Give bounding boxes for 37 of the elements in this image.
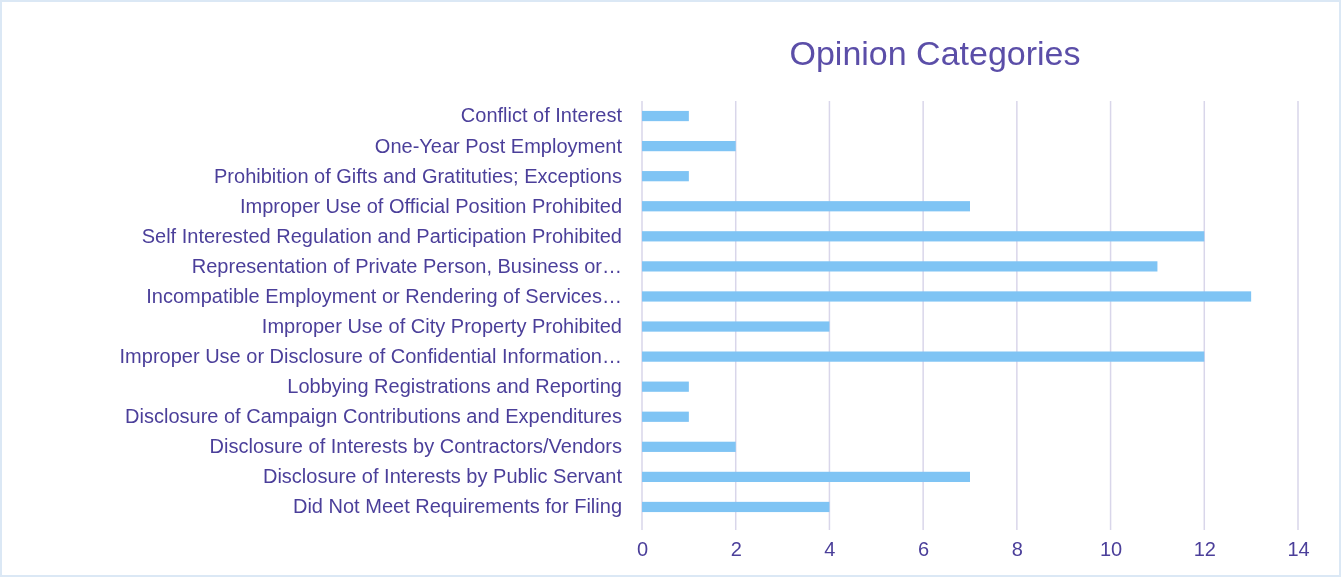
x-tick-label: 14 — [1287, 538, 1310, 561]
y-tick-label: Disclosure of Interests by Contractors/Vendors — [209, 435, 622, 458]
bar — [642, 201, 970, 212]
bar — [642, 291, 1252, 302]
bar — [642, 141, 736, 152]
y-tick-label: Incompatible Employment or Rendering of Services… — [146, 284, 622, 307]
bar — [642, 381, 689, 392]
y-tick-label: Self Interested Regulation and Participation Prohibited — [141, 224, 622, 247]
y-tick-label: Disclosure of Campaign Contributions and Expenditures — [125, 405, 622, 428]
y-tick-label: One-Year Post Employment — [374, 134, 623, 157]
chart-title: Opinion Categories — [789, 34, 1081, 72]
y-tick-label: Lobbying Registrations and Reporting — [287, 375, 622, 398]
y-tick-label: Conflict of Interest — [460, 104, 623, 127]
bar — [642, 471, 970, 483]
bar — [642, 411, 689, 422]
x-tick-label: 4 — [824, 538, 836, 561]
x-tick-label: 2 — [730, 538, 742, 561]
bar — [642, 441, 736, 452]
x-tick-label: 6 — [918, 538, 930, 561]
x-tick-label: 0 — [636, 538, 649, 561]
y-tick-label: Improper Use of City Property Prohibited — [261, 314, 622, 337]
bar — [642, 110, 689, 122]
bar — [642, 321, 830, 332]
y-tick-label: Disclosure of Interests by Public Servant — [262, 465, 623, 488]
bar — [642, 351, 1205, 362]
y-tick-label: Did Not Meet Requirements for Filing — [292, 495, 622, 518]
bar — [642, 261, 1158, 272]
x-tick-label: 10 — [1099, 538, 1123, 561]
bar — [642, 501, 830, 513]
y-tick-label: Improper Use of Official Position Prohibited — [239, 194, 622, 217]
y-tick-label: Representation of Private Person, Business or… — [191, 254, 622, 277]
y-tick-label: Improper Use or Disclosure of Confidential Information… — [119, 345, 622, 368]
x-tick-label: 8 — [1011, 538, 1023, 561]
x-tick-label: 12 — [1193, 538, 1216, 561]
bar — [642, 171, 689, 182]
bar — [642, 231, 1205, 242]
y-tick-label: Prohibition of Gifts and Gratituties; Exceptions — [214, 164, 622, 187]
